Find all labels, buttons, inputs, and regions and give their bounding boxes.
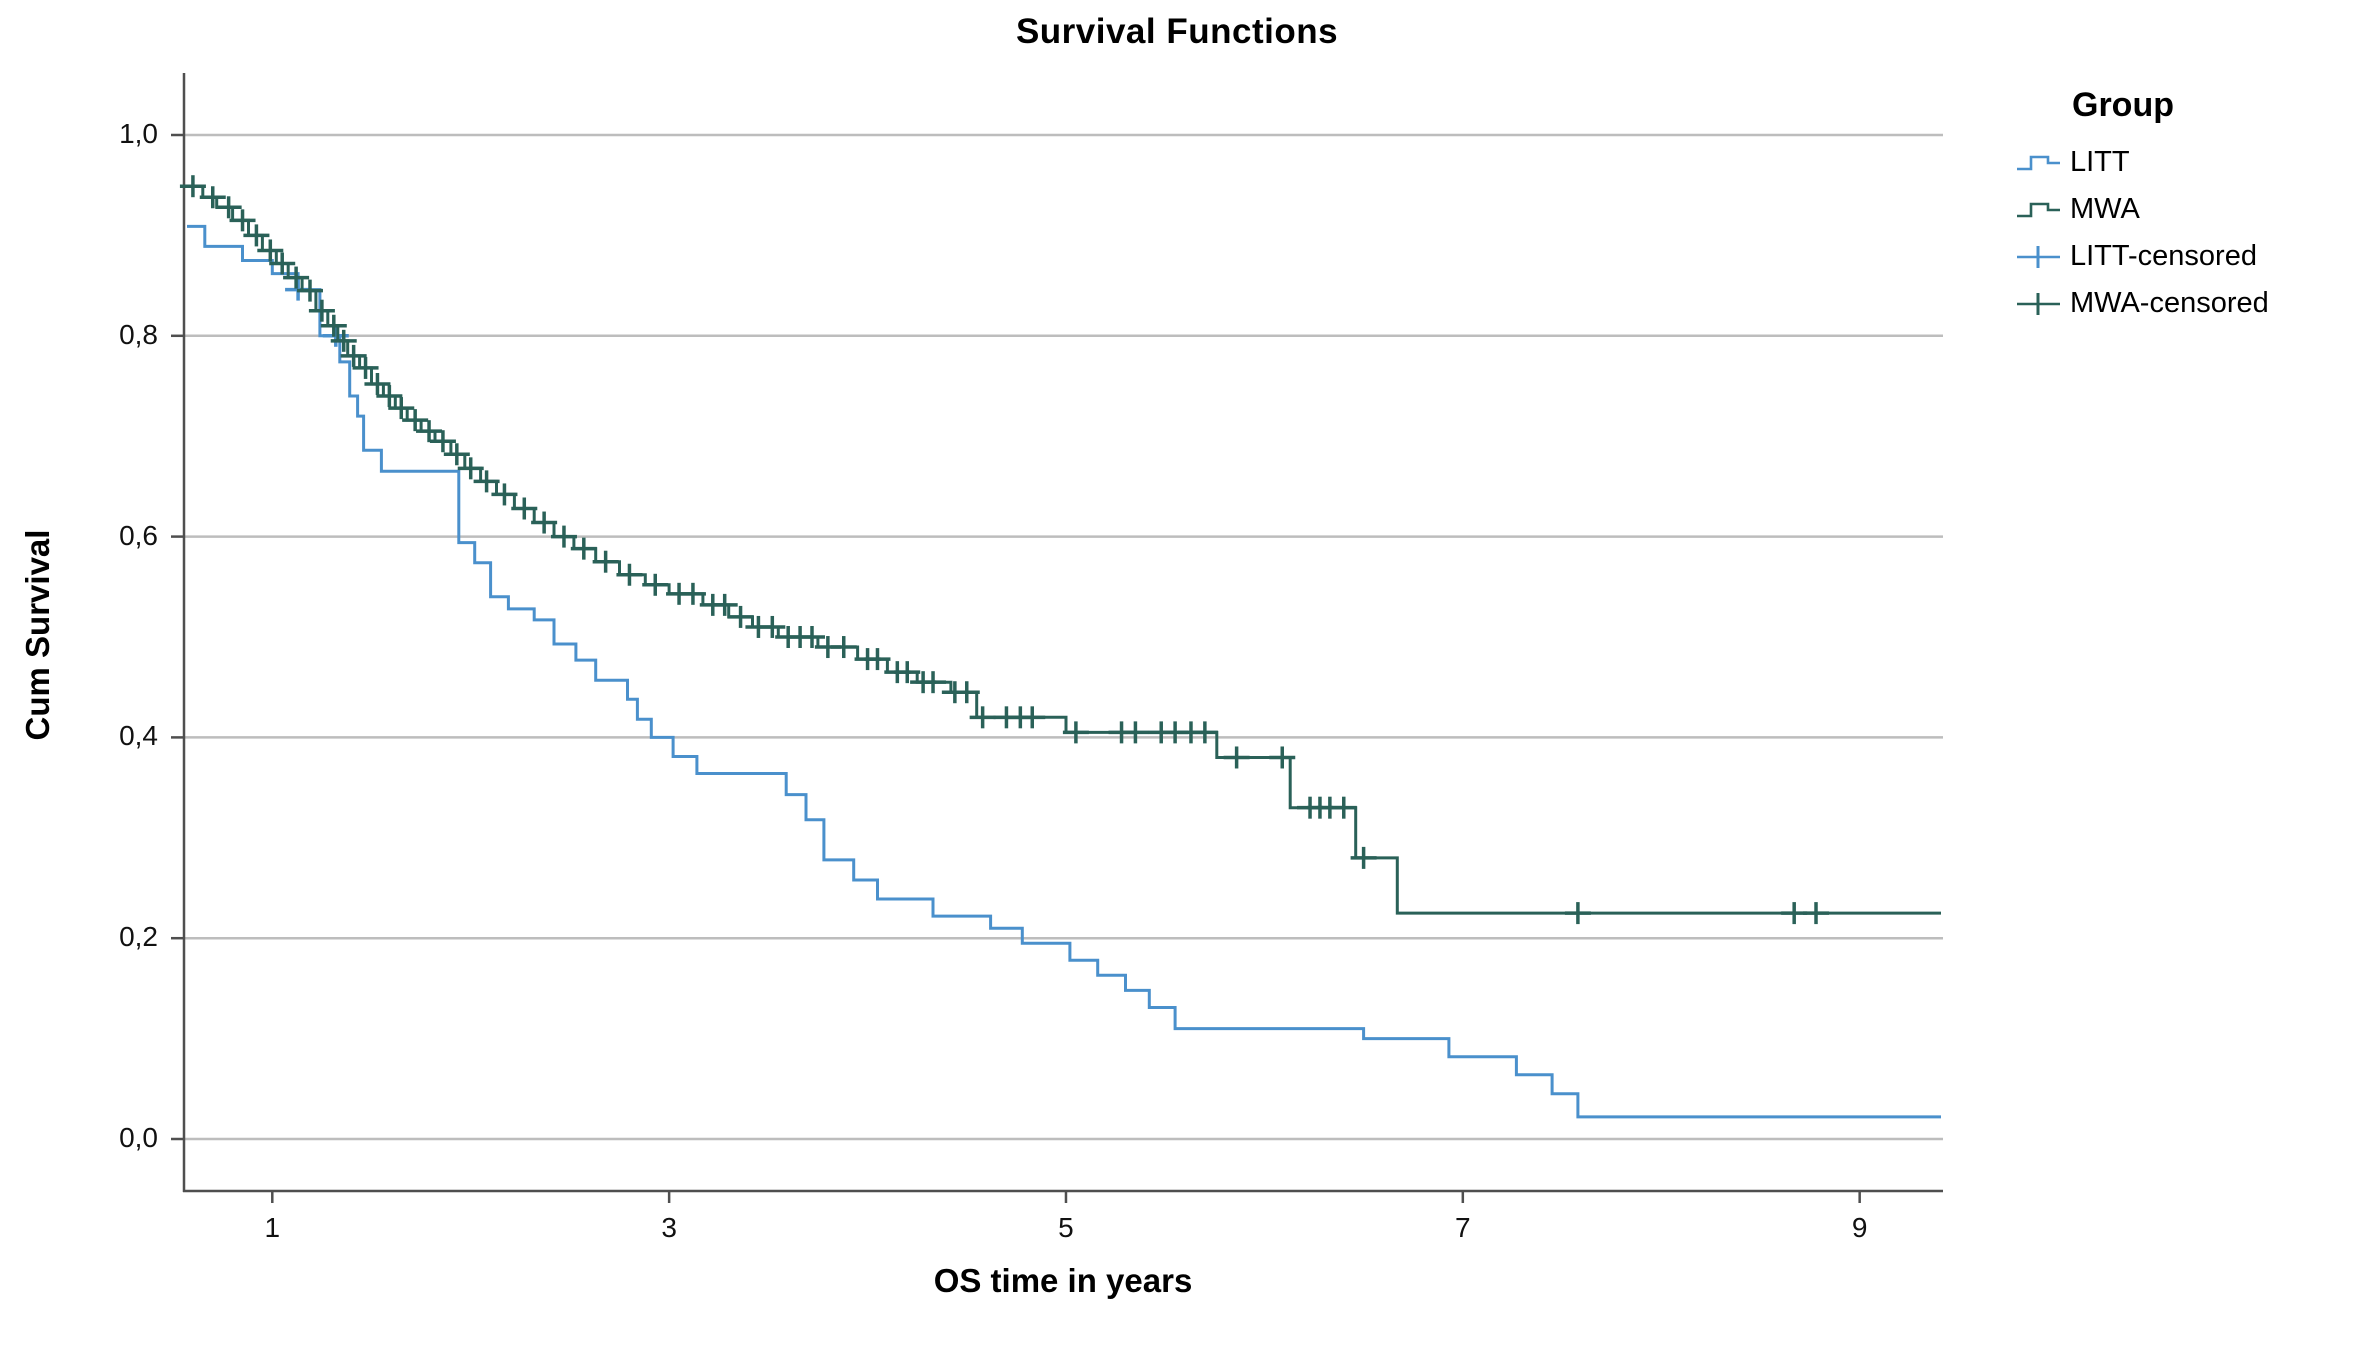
chart-title: Survival Functions	[1015, 12, 1339, 51]
plot-area	[171, 73, 1943, 1203]
y-tick-label: 0,8	[119, 318, 158, 350]
y-axis-label: Cum Survival	[19, 529, 56, 741]
curve-litt	[187, 224, 1941, 1119]
legend-items: LITT MWA LITT-censored MWA-censored	[2016, 139, 2352, 327]
step-line-swatch-icon	[2017, 155, 2060, 170]
legend-item-label: LITT-censored	[2070, 240, 2257, 272]
legend-title: Group	[2072, 86, 2174, 124]
x-axis-label: OS time in years	[933, 1262, 1193, 1299]
y-tick-label: 0,0	[119, 1122, 158, 1153]
censored-plus-swatch-icon	[2017, 292, 2060, 315]
survival-curves-svg	[171, 73, 1943, 1203]
x-tick-label: 1	[264, 1212, 281, 1243]
x-tick-label: 9	[1851, 1212, 1868, 1243]
legend-item-mwa-censored: MWA-censored	[2016, 280, 2352, 327]
x-tick-label: 5	[1058, 1212, 1074, 1243]
legend-item-mwa: MWA	[2016, 186, 2352, 233]
curve-mwa	[187, 184, 1941, 915]
step-line-swatch-icon	[2017, 202, 2060, 217]
y-tick-label: 0,6	[119, 519, 158, 551]
x-tick-label: 7	[1455, 1212, 1471, 1243]
y-tick-label: 1,0	[119, 118, 158, 149]
censored-plus-swatch-icon	[2017, 245, 2060, 268]
legend-item-litt-censored: LITT-censored	[2016, 233, 2352, 280]
legend-item-label: LITT	[2070, 146, 2130, 178]
x-tick-label: 3	[661, 1212, 677, 1243]
legend-item-litt: LITT	[2016, 139, 2352, 186]
legend-item-label: MWA	[2070, 193, 2140, 225]
legend: Group LITT MWA LITT-censored MWA-censored	[2016, 86, 2352, 327]
legend-item-label: MWA-censored	[2070, 287, 2269, 319]
y-tick-label: 0,2	[119, 921, 158, 953]
y-tick-label: 0,4	[119, 720, 158, 752]
